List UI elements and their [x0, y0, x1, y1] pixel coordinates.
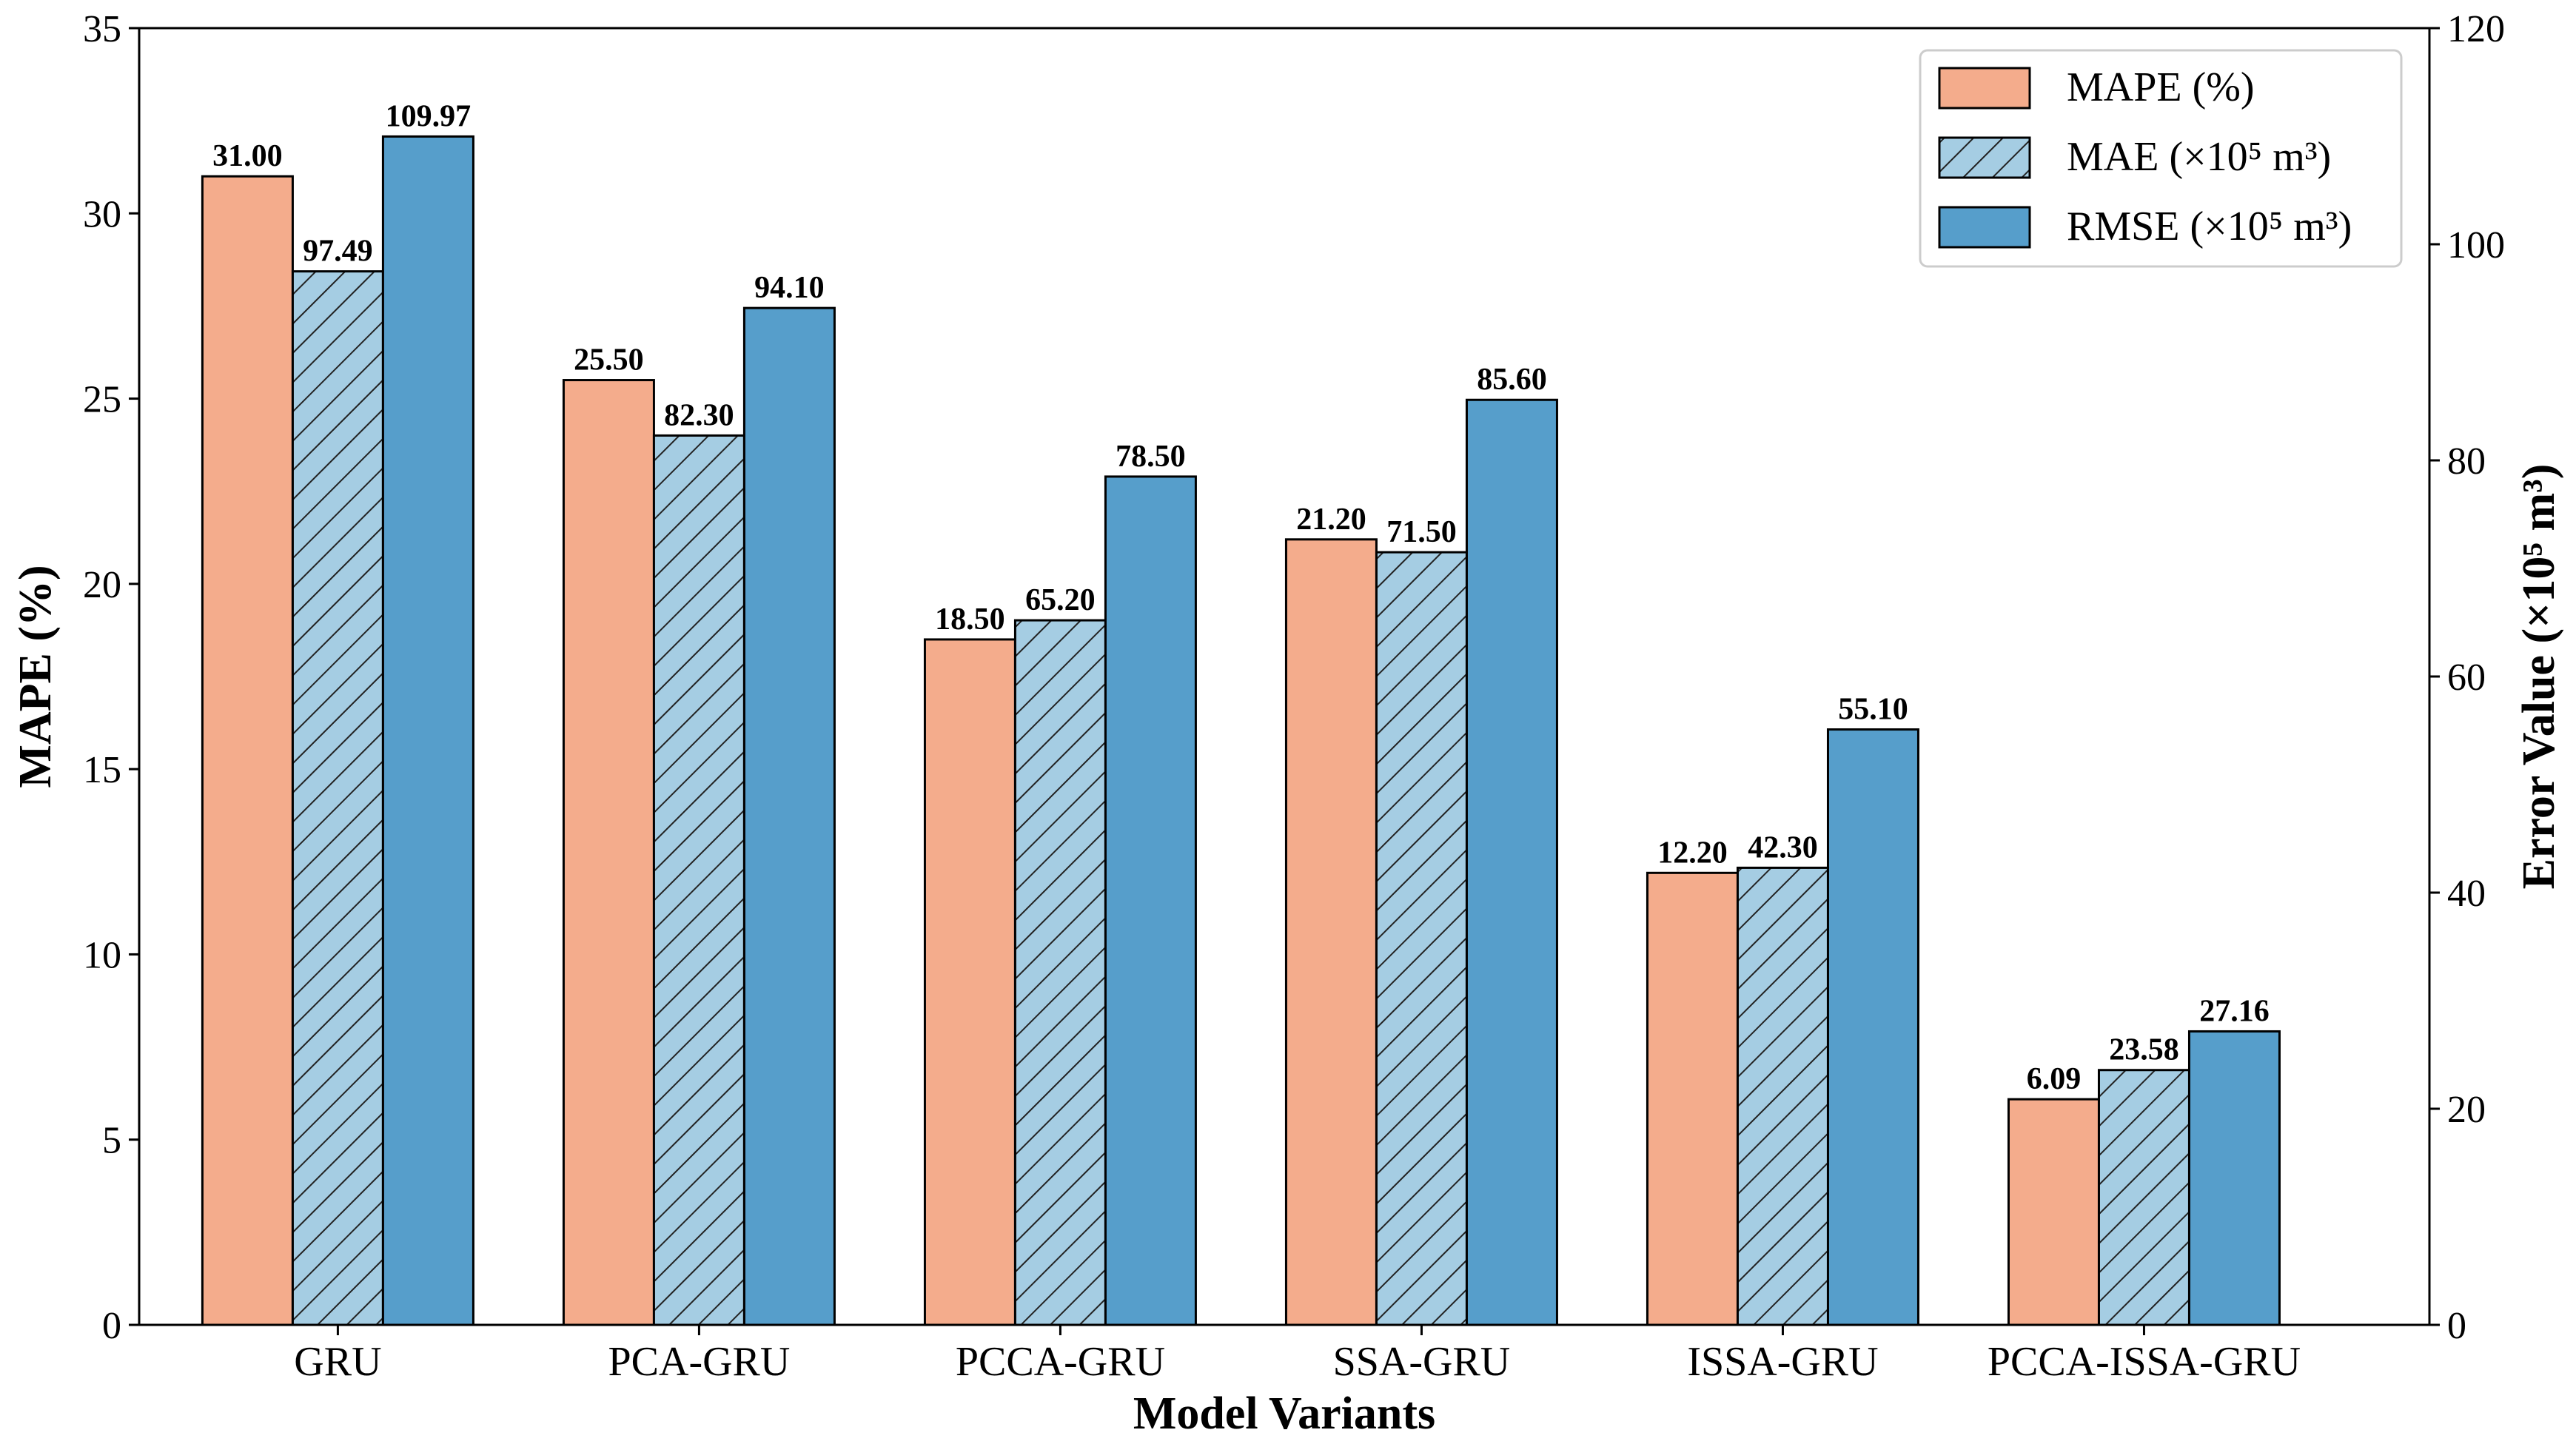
value-label-mae: 65.20 — [1025, 583, 1096, 617]
right-tick-label: 0 — [2447, 1305, 2466, 1347]
value-labels-layer: 31.00 97.49 109.97 25.50 82.30 94.10 18.50 65.2… — [212, 99, 2270, 1096]
value-label-mape: 21.20 — [1296, 503, 1366, 537]
x-tick-label: ISSA-GRU — [1687, 1339, 1878, 1385]
value-label-mae: 42.30 — [1748, 830, 1818, 864]
left-tick-label: 20 — [83, 564, 121, 606]
x-axis-title: Model Variants — [1133, 1389, 1435, 1439]
bar-mape — [923, 638, 1016, 1326]
bar-mae — [1375, 551, 1468, 1326]
legend: MAPE (%) MAE (×10⁵ m³) RMSE (×10⁵ m³) — [1919, 49, 2403, 268]
bar-mape — [1284, 538, 1378, 1326]
value-label-rmse: 94.10 — [754, 271, 825, 305]
bar-mae — [1013, 619, 1107, 1326]
x-tick-label: PCA-GRU — [608, 1339, 791, 1385]
x-axis: GRU PCA-GRU PCCA-GRU SSA-GRU ISSA-GRU PCCA-IS… — [294, 1325, 2301, 1385]
right-axis: 0 20 40 60 80 100 120 — [2429, 8, 2505, 1347]
left-tick-label: 10 — [83, 934, 121, 976]
value-label-mape: 25.50 — [574, 343, 644, 377]
legend-swatch-rmse — [1938, 206, 2031, 249]
bar-mape — [1646, 871, 1739, 1326]
right-tick-label: 100 — [2447, 224, 2505, 266]
left-tick-label: 0 — [102, 1305, 121, 1347]
legend-swatch-mape — [1938, 67, 2031, 110]
bar-mae — [1736, 866, 1829, 1326]
value-label-mae: 82.30 — [664, 398, 734, 432]
value-label-mape: 31.00 — [212, 139, 283, 173]
right-axis-title: Error Value (×10⁵ m³) — [2514, 464, 2564, 890]
value-label-mape: 6.09 — [2027, 1062, 2082, 1096]
value-label-mape: 12.20 — [1657, 836, 1728, 870]
bar-mae — [2097, 1069, 2190, 1326]
x-tick-label: GRU — [294, 1339, 381, 1385]
left-tick-label: 25 — [83, 379, 121, 421]
right-tick-label: 120 — [2447, 8, 2505, 50]
x-tick-label: PCCA-GRU — [956, 1339, 1165, 1385]
legend-swatch-mae — [1938, 136, 2031, 179]
bar-mae — [652, 434, 745, 1326]
left-tick-label: 30 — [83, 193, 121, 235]
value-label-rmse: 27.16 — [2199, 994, 2270, 1028]
legend-label-rmse: RMSE (×10⁵ m³) — [2067, 204, 2352, 249]
legend-label-mape: MAPE (%) — [2067, 64, 2255, 110]
value-label-mae: 97.49 — [303, 235, 373, 269]
value-label-rmse: 109.97 — [386, 99, 472, 133]
bar-mape — [2007, 1098, 2100, 1326]
bars-layer — [201, 135, 2281, 1326]
legend-frame — [1919, 49, 2403, 268]
x-tick-label: SSA-GRU — [1333, 1339, 1511, 1385]
right-tick-label: 80 — [2447, 440, 2486, 483]
bar-mae — [291, 270, 384, 1326]
value-label-mape: 18.50 — [935, 602, 1005, 637]
value-label-rmse: 85.60 — [1477, 363, 1547, 397]
bar-mape — [201, 175, 294, 1326]
right-tick-label: 40 — [2447, 873, 2486, 915]
left-axis: 0 5 10 15 20 25 30 35 — [83, 8, 139, 1347]
legend-label-mae: MAE (×10⁵ m³) — [2067, 134, 2331, 180]
right-tick-label: 20 — [2447, 1089, 2486, 1131]
bar-rmse — [1826, 728, 1919, 1326]
right-tick-label: 60 — [2447, 657, 2486, 699]
bar-rmse — [1104, 475, 1197, 1326]
left-axis-title: MAPE (%) — [10, 565, 61, 788]
left-tick-label: 5 — [102, 1120, 121, 1162]
value-label-mae: 23.58 — [2109, 1033, 2179, 1067]
x-tick-label: PCCA-ISSA-GRU — [1988, 1339, 2301, 1385]
value-label-rmse: 78.50 — [1116, 440, 1186, 474]
left-tick-label: 35 — [83, 8, 121, 50]
bar-rmse — [742, 306, 836, 1326]
value-label-mae: 71.50 — [1386, 515, 1457, 549]
bar-rmse — [381, 135, 474, 1326]
bar-mape — [562, 379, 655, 1326]
value-label-rmse: 55.10 — [1838, 693, 1908, 727]
bar-rmse — [1465, 398, 1558, 1326]
left-tick-label: 15 — [83, 749, 121, 791]
bar-rmse — [2187, 1030, 2281, 1326]
